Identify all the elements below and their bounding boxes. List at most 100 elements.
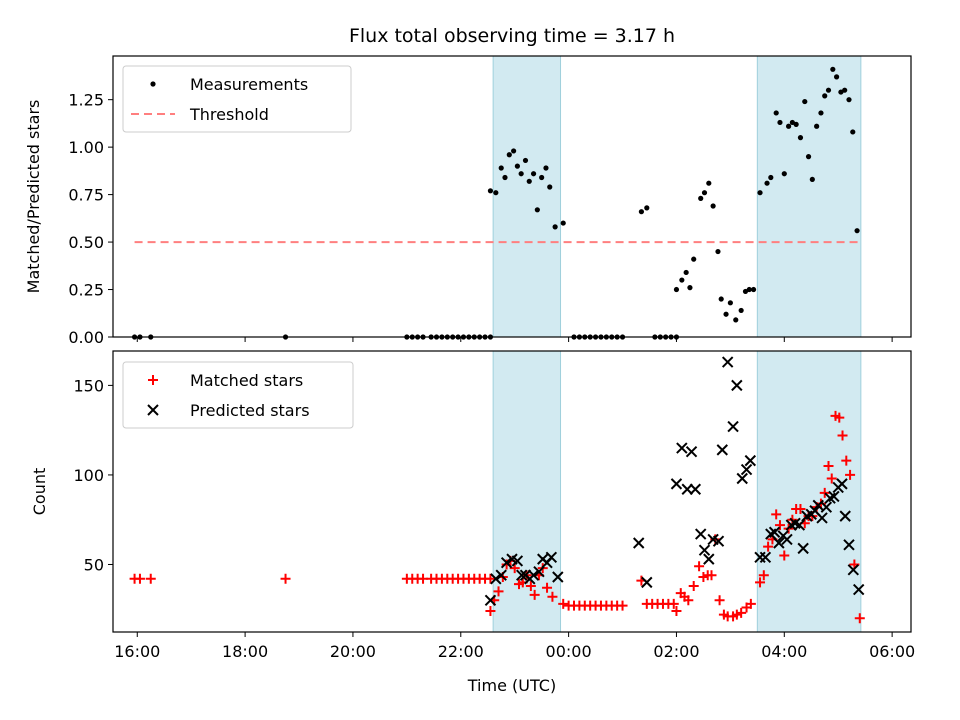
data-point [758,570,769,581]
data-point [694,561,705,572]
data-point [738,307,744,314]
data-point [777,119,783,126]
data-point [701,190,708,196]
data-point [714,595,725,606]
data-point [802,98,808,105]
data-point [750,286,757,293]
data-point [539,174,545,181]
data-point [797,542,809,555]
y-tick-label: 1.00 [68,138,104,157]
y-tick-label: 0.50 [68,233,104,252]
data-point [641,576,653,589]
legend-marker [148,375,158,385]
data-point [837,430,848,441]
data-point [644,205,650,211]
legend-label: Threshold [189,105,269,124]
data-point [733,317,739,323]
plot-frame [112,350,912,633]
data-point [843,539,855,551]
data-point [731,379,743,392]
y-tick-label: 0.25 [68,281,104,300]
x-tick-label: 16:00 [114,642,160,661]
data-point [134,573,145,584]
data-point [745,598,756,609]
legend: Measurements Threshold [122,65,352,133]
legend-marker [147,404,159,416]
data-point [638,209,645,215]
plot-frame [112,55,912,338]
data-point [487,188,494,194]
x-tick-label: 00:00 [546,642,592,661]
data-point [852,583,865,596]
observing-window-1 [756,350,862,633]
data-point [543,165,549,171]
data-point [819,487,830,498]
data-point [825,87,832,93]
data-point [525,580,536,591]
data-point [809,176,815,183]
data-point [534,207,540,213]
data-point [493,190,499,196]
data-point [854,613,865,624]
data-point [706,570,717,581]
x-tick-label: 02:00 [653,642,699,661]
data-point [683,269,689,276]
data-point [529,589,540,600]
data-point [816,512,828,524]
data-point [511,555,524,567]
data-point [617,600,628,611]
data-point [822,93,828,99]
data-point [485,606,496,617]
data-point [633,537,645,549]
legend: Matched stars Predicted stars [122,361,354,429]
data-point [679,277,685,283]
data-point [145,573,156,584]
x-tick-label: 20:00 [330,642,376,661]
data-point [781,533,793,546]
data-point [671,606,682,617]
data-point [826,473,837,484]
data-point [797,135,804,141]
data-point [547,184,553,190]
data-point [768,174,774,181]
data-point [485,573,496,584]
data-point [527,569,540,581]
data-point [514,163,520,169]
legend-box [122,361,354,429]
data-point [757,190,763,196]
data-point [533,565,545,578]
data-point [736,607,747,618]
data-point [698,195,704,201]
data-point [685,445,698,458]
data-point [759,551,772,564]
chart-title: Flux total observing time = 3.17 h [349,25,675,47]
data-point [774,520,785,531]
data-point [522,157,529,164]
data-point [498,165,504,171]
data-point [712,535,725,547]
observing-window-1 [756,55,862,338]
data-point [820,501,833,513]
star-count-panel: 16:00 18:00 20:00 22:00 00:00 02:00 04:00 06:00… [30,350,915,661]
data-point [823,460,834,471]
data-point [552,571,564,583]
y-tick-label: 150 [73,376,104,395]
data-point [795,503,806,514]
data-point [689,483,702,495]
data-point [495,569,507,581]
legend-label: Measurements [190,75,308,94]
data-point [773,110,779,116]
data-point [793,121,799,127]
data-point [552,224,558,230]
data-point [744,454,757,467]
data-point [673,286,680,293]
data-point [691,256,697,262]
data-point [688,580,699,591]
data-point [542,582,553,593]
y-tick-label: 0.00 [68,328,104,347]
data-point [846,97,852,103]
data-point [518,171,524,177]
data-point [530,171,537,177]
x-tick-label: 22:00 [438,642,484,661]
